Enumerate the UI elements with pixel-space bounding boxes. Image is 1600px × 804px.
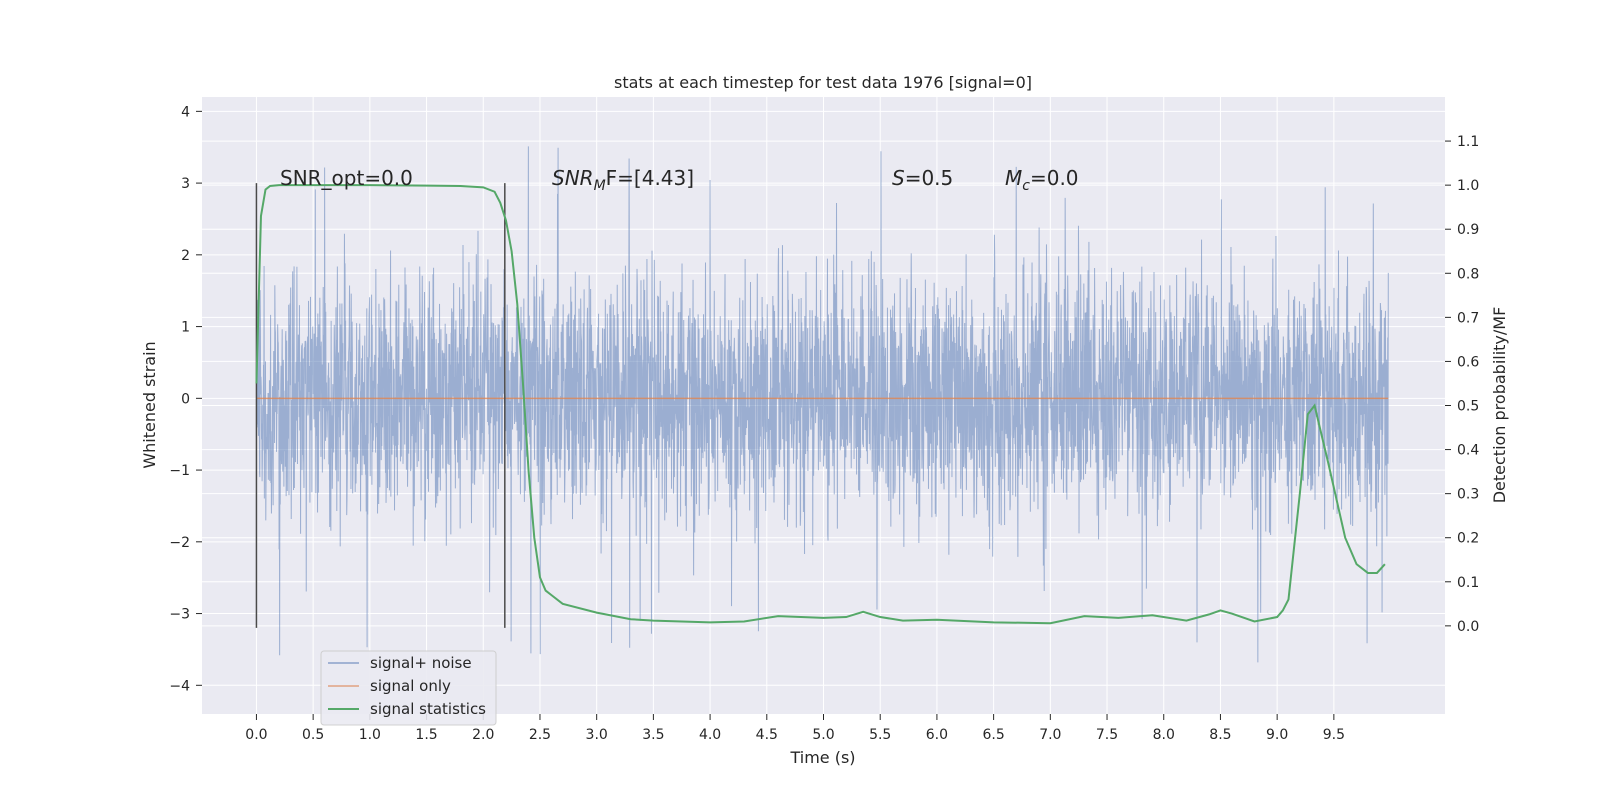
y-tick-label: 4: [181, 104, 190, 120]
x-tick-label: 4.5: [756, 727, 778, 743]
y2-tick-label: 1.1: [1457, 134, 1479, 150]
y-tick-label: 0: [181, 391, 190, 407]
y-axis-ticks: 4 3 2 1 0 −1 −2 −3 −4: [169, 104, 202, 694]
mc-main: M: [1005, 166, 1022, 190]
x-tick-label: 4.0: [699, 727, 721, 743]
x-tick-label: 5.5: [869, 727, 891, 743]
x-tick-label: 6.0: [926, 727, 948, 743]
x-tick-label: 8.5: [1209, 727, 1231, 743]
x-tick-label: 7.0: [1039, 727, 1061, 743]
snr-mf-sub: M: [594, 178, 606, 194]
y2-tick-label: 0.7: [1457, 310, 1479, 326]
x-tick-label: 3.5: [642, 727, 664, 743]
x-tick-label: 1.5: [415, 727, 437, 743]
x-tick-label: 8.0: [1153, 727, 1175, 743]
x-tick-label: 2.5: [529, 727, 551, 743]
mc-sub: c: [1022, 178, 1030, 194]
vertical-markers: [255, 183, 506, 628]
chart-title: stats at each timestep for test data 197…: [614, 73, 1032, 92]
y-tick-label: −3: [169, 607, 190, 623]
y2-tick-label: 0.3: [1457, 487, 1479, 503]
y2-tick-label: 0.8: [1457, 266, 1479, 282]
y2-tick-label: 0.6: [1457, 354, 1479, 370]
x-tick-label: 1.0: [359, 727, 381, 743]
x-tick-label: 9.5: [1323, 727, 1345, 743]
y2-tick-label: 0.0: [1457, 619, 1479, 635]
annotation-snr-opt: SNR_opt=0.0: [280, 166, 413, 190]
x-tick-label: 9.0: [1266, 727, 1288, 743]
snr-mf-main: SNR: [552, 166, 594, 190]
y-tick-label: 2: [181, 248, 190, 264]
y2-tick-label: 0.9: [1457, 222, 1479, 238]
x-tick-label: 0.0: [245, 727, 267, 743]
legend-label-noise: signal+ noise: [370, 654, 472, 672]
y-tick-label: 1: [181, 320, 190, 336]
legend: signal+ noise signal only signal statist…: [320, 650, 497, 726]
y-tick-label: −1: [169, 463, 190, 479]
y2-tick-label: 0.1: [1457, 575, 1479, 591]
s-main: S: [892, 166, 905, 190]
series-signal-noise: [255, 146, 1389, 663]
x-tick-label: 3.0: [586, 727, 608, 743]
y2-axis-ticks: 1.1 1.0 0.9 0.8 0.7 0.6 0.5 0.4 0.3 0.2 0.1 0.0: [1445, 134, 1479, 635]
x-axis-label: Time (s): [789, 748, 855, 767]
x-axis-ticks: 0.0 0.5 1.0 1.5 2.0 2.5 3.0 3.5 4.0 4.5 5.0 5.5 6.0 6…: [245, 714, 1345, 743]
x-tick-label: 5.0: [812, 727, 834, 743]
x-tick-label: 0.5: [302, 727, 324, 743]
y-tick-label: −2: [169, 535, 190, 551]
x-tick-label: 7.5: [1096, 727, 1118, 743]
y2-tick-label: 0.4: [1457, 443, 1479, 459]
annotation-snr-mf: SNRMF=[4.43]: [552, 166, 694, 194]
x-tick-label: 6.5: [982, 727, 1004, 743]
annotation-s: S=0.5: [892, 166, 953, 190]
y2-axis-label: Detection probability/MF: [1490, 307, 1509, 504]
legend-label-signal: signal only: [370, 677, 451, 695]
mc-rest: =0.0: [1030, 166, 1079, 190]
y-tick-label: −4: [169, 678, 190, 694]
y-axis-label: Whitened strain: [140, 341, 159, 468]
snr-mf-rest: F=[4.43]: [606, 166, 694, 190]
legend-label-stats: signal statistics: [370, 700, 486, 718]
legend-box: [320, 650, 497, 726]
series-signal-statistics: [255, 184, 1386, 625]
s-rest: =0.5: [905, 166, 954, 190]
x-tick-label: 2.0: [472, 727, 494, 743]
y2-tick-label: 1.0: [1457, 178, 1479, 194]
y2-tick-label: 0.5: [1457, 399, 1479, 415]
annotation-mc: Mc=0.0: [1005, 166, 1079, 194]
y-tick-label: 3: [181, 176, 190, 192]
y2-tick-label: 0.2: [1457, 531, 1479, 547]
